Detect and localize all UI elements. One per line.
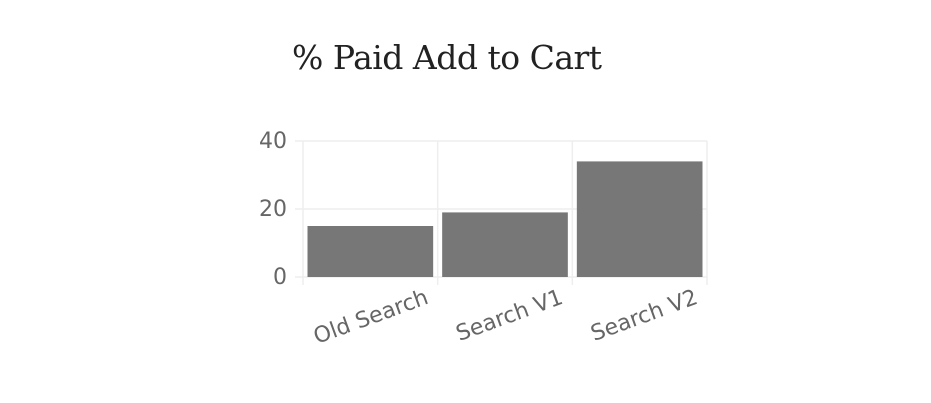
bar-search-v2 xyxy=(576,161,703,277)
x-tick-label-old-search: Old Search xyxy=(310,285,431,350)
bar-search-v1 xyxy=(442,212,568,277)
y-tick-label-40: 40 xyxy=(259,129,287,154)
x-tick-label-search-v1: Search V1 xyxy=(453,285,566,347)
bar-layer xyxy=(307,161,703,277)
chart-title: % Paid Add to Cart xyxy=(292,38,602,77)
y-axis-ticks: 0 20 40 xyxy=(259,129,287,290)
bar-old-search xyxy=(307,226,434,277)
y-tick-label-20: 20 xyxy=(259,197,287,222)
y-tick-label-0: 0 xyxy=(273,265,287,290)
x-tick-label-search-v2: Search V2 xyxy=(588,285,701,347)
x-axis-ticks: Old Search Search V1 Search V2 xyxy=(310,285,701,350)
